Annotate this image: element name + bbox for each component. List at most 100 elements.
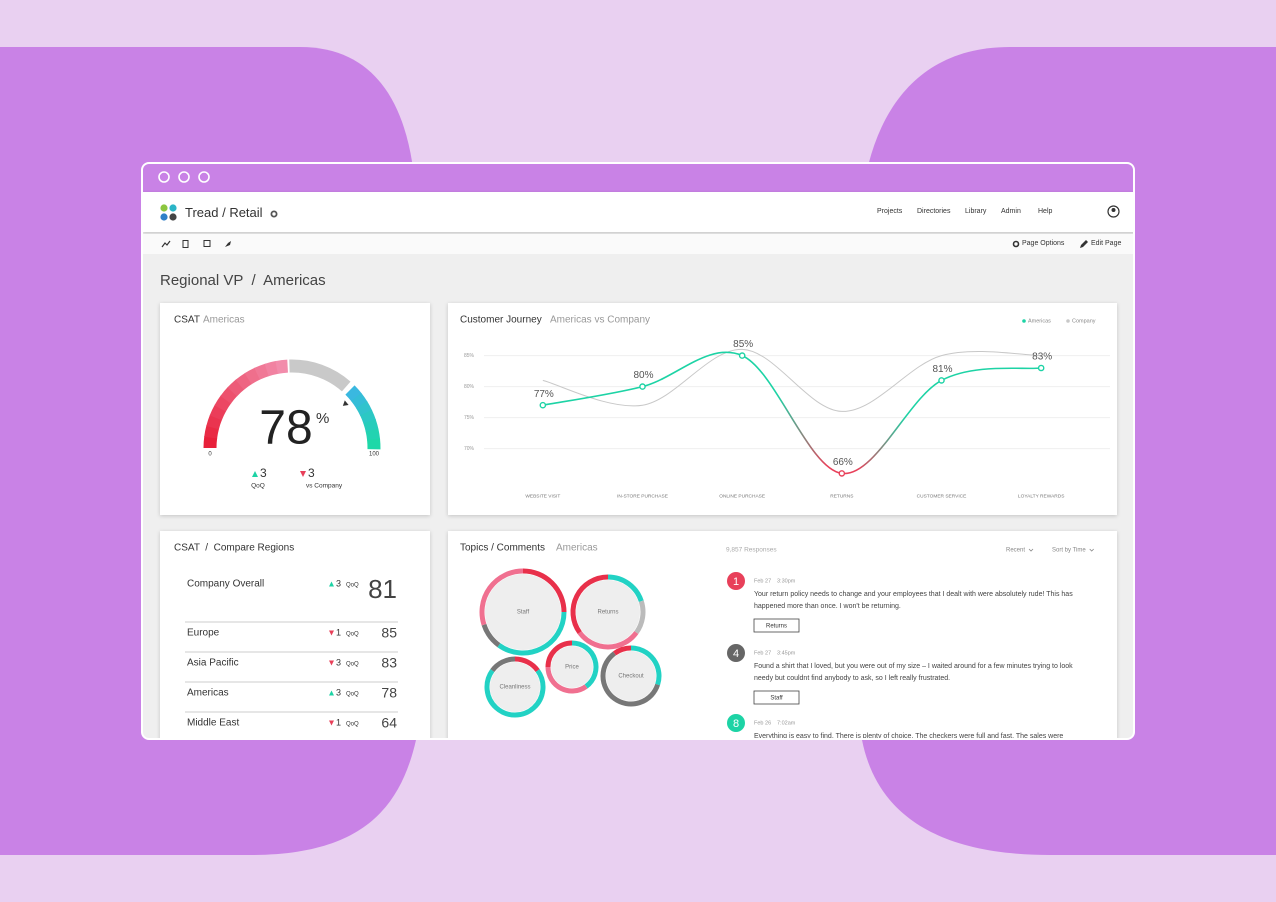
nav: Projects Directories Library Admin Help (877, 192, 1133, 232)
gauge-unit: % (316, 410, 329, 427)
comment-text: Everything is easy to find. There is ple… (754, 733, 1064, 740)
gear-icon (1012, 240, 1020, 248)
y-tick-label: 70% (464, 446, 475, 452)
gauge-band (363, 419, 379, 433)
toolbar-icons[interactable] (161, 239, 241, 249)
edit-page[interactable]: Edit Page (1091, 240, 1122, 247)
delta-value: 3 (308, 466, 315, 480)
data-point[interactable] (938, 377, 945, 384)
score-badge (727, 714, 745, 732)
data-label: 83% (1032, 352, 1052, 363)
nav-item[interactable]: Library (965, 208, 987, 215)
gauge-band (360, 409, 376, 425)
title-bar-bg (143, 164, 1133, 192)
journey-card: Customer Journey Americas vs Company Ameri… (448, 303, 1117, 515)
gauge-band (244, 367, 261, 385)
bubble-label: Checkout (618, 674, 644, 680)
delta-label: QoQ (346, 662, 359, 668)
region-score: 85 (381, 625, 397, 641)
gauge-band (351, 392, 368, 409)
brand[interactable]: Tread / Retail (185, 205, 263, 220)
card-title: Topics / Comments (460, 543, 545, 554)
region-delta: 3 (336, 657, 341, 667)
filter[interactable]: Sort by Time (1052, 548, 1086, 554)
nav-item[interactable]: Admin (1001, 208, 1021, 215)
tag-label: Staff (770, 696, 783, 702)
y-tick-label: 85% (464, 353, 475, 359)
data-point[interactable] (1037, 364, 1045, 372)
data-point[interactable] (738, 352, 746, 359)
bubble-segment (570, 574, 609, 635)
gauge-band (203, 436, 218, 449)
data-label: 81% (932, 364, 952, 375)
trend-down (300, 471, 306, 477)
bubble-segment (600, 651, 661, 707)
logo (160, 204, 177, 221)
gauge-band (235, 372, 253, 390)
csat-card: CSAT Americas 78% 0 100 3 QoQ 3 vs Company (160, 303, 430, 515)
x-tick-label: LOYALTY REWARDS (1018, 493, 1064, 499)
nav-item[interactable]: Projects (877, 208, 903, 215)
window-dot[interactable] (178, 171, 190, 183)
region-name: Asia Pacific (187, 658, 239, 669)
region-score: 78 (381, 685, 397, 701)
trend-up (329, 690, 334, 696)
legend-swatch (1022, 319, 1026, 323)
card-title: Customer Journey (460, 315, 542, 326)
page-options[interactable]: Page Options (1022, 240, 1065, 247)
region-delta: 1 (336, 627, 341, 637)
topics-panel: Topics / Comments Americas 9,857 Responses… (460, 543, 1094, 732)
user-icon[interactable] (1107, 205, 1120, 218)
bubble-label: Returns (597, 610, 618, 616)
score-badge (727, 572, 745, 590)
bubble-segment (630, 645, 662, 686)
bubble-fill[interactable] (606, 651, 656, 701)
bubble-fill[interactable] (576, 580, 640, 644)
data-point[interactable] (639, 383, 646, 390)
data-point[interactable] (838, 470, 846, 477)
bubble-segment (607, 574, 644, 603)
legend-label[interactable]: Company (1072, 318, 1096, 324)
window-dot[interactable] (158, 171, 170, 183)
bubble-segment (634, 600, 646, 635)
bubble-segment (484, 669, 546, 718)
gauge-min: 0 (208, 452, 212, 458)
nav-item[interactable]: Help (1038, 208, 1053, 215)
delta-label: QoQ (346, 722, 359, 728)
tag-button[interactable] (753, 690, 800, 705)
gauge-band (206, 414, 223, 430)
score-value: 4 (733, 648, 739, 660)
bubble-segment (514, 656, 540, 673)
region-delta: 1 (336, 717, 341, 727)
settings-icon[interactable] (270, 210, 278, 218)
gauge-band (209, 404, 227, 421)
gauge-band (275, 359, 289, 374)
bubble-fill[interactable] (551, 646, 593, 688)
bubble-label: Cleanliness (499, 685, 530, 691)
nav-item[interactable]: Directories (917, 208, 951, 215)
topics-card: Topics / Comments Americas 9,857 Responses… (448, 531, 1117, 740)
data-point[interactable] (539, 401, 547, 409)
tag-button[interactable] (753, 618, 800, 633)
gauge-value: 78 (259, 402, 312, 455)
x-tick-label: WEBSITE VISIT (525, 493, 560, 499)
data-label: 77% (534, 389, 554, 400)
legend-label[interactable]: Americas (1028, 318, 1051, 324)
bubble-segment (522, 568, 567, 613)
tag-label: Returns (766, 624, 787, 630)
delta-label: QoQ (346, 632, 359, 638)
chevron (1089, 548, 1094, 552)
filter[interactable]: Recent (1006, 548, 1025, 554)
bubble-fill[interactable] (490, 662, 540, 712)
bubble-fill[interactable] (485, 574, 561, 650)
card-title: CSAT / Compare Regions (174, 543, 294, 554)
gauge-band (254, 363, 270, 380)
trend-down (329, 630, 334, 636)
trend-up (329, 581, 334, 587)
bubble-segment (577, 631, 639, 650)
comment-text: Your return policy needs to change and y… (754, 591, 1073, 610)
window-dot[interactable] (198, 171, 210, 183)
x-tick-label: RETURNS (830, 493, 853, 499)
trend-down (329, 660, 334, 666)
